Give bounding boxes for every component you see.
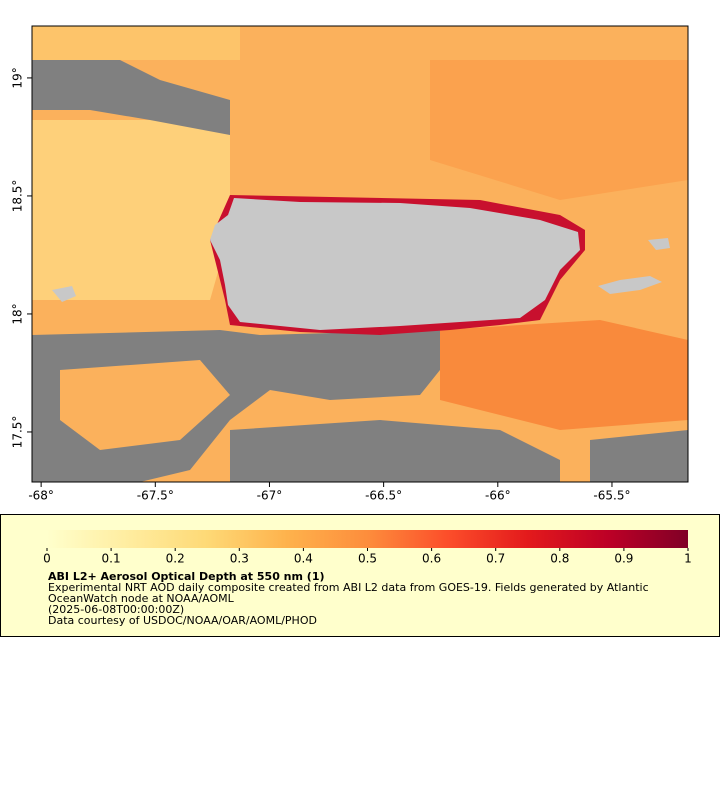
- x-tick-label: -68°: [28, 489, 54, 503]
- y-tick-label: 19°: [11, 67, 25, 88]
- low-aod-area: [32, 120, 230, 300]
- colorbar-tick-label: 0.2: [166, 552, 185, 566]
- y-tick-label: 17.5°: [11, 416, 25, 449]
- colorbar-tick-label: 1: [684, 552, 692, 566]
- land: [598, 276, 662, 294]
- no-data: [590, 430, 688, 482]
- map-image: [32, 26, 688, 482]
- x-tick-label: -65.5°: [593, 489, 630, 503]
- legend-title: ABI L2+ Aerosol Optical Depth at 550 nm …: [48, 570, 325, 583]
- description-line: Experimental NRT AOD daily composite cre…: [48, 581, 649, 594]
- x-tick-label: -67°: [257, 489, 283, 503]
- colorbar-tick-label: 0.6: [422, 552, 441, 566]
- land: [210, 198, 580, 330]
- description-line: Data courtesy of USDOC/NOAA/OAR/AOML/PHO…: [48, 614, 317, 627]
- colorbar-tick-label: 0.9: [614, 552, 633, 566]
- sea-aod: [60, 360, 230, 450]
- colorbar-tick-label: 0.5: [358, 552, 377, 566]
- mid-aod-area: [440, 320, 688, 430]
- axes: -68° -67.5° -67° -66.5° -66° -65.5° 17.5° 18° 18…: [11, 67, 631, 502]
- legend-description: Experimental NRT AOD daily composite cre…: [48, 581, 649, 627]
- colorbar-tick-label: 0.4: [294, 552, 313, 566]
- y-tick-label: 18.5°: [11, 180, 25, 213]
- x-tick-label: -66°: [485, 489, 511, 503]
- no-data: [230, 420, 560, 482]
- description-line: OceanWatch node at NOAA/AOML: [48, 592, 235, 605]
- x-tick-label: -66.5°: [365, 489, 402, 503]
- no-data: [32, 60, 230, 135]
- colorbar-tick-label: 0.3: [230, 552, 249, 566]
- colorbar-tick-label: 0.1: [102, 552, 121, 566]
- colorbar-tick-label: 0.7: [486, 552, 505, 566]
- colorbar-tick-label: 0: [43, 552, 51, 566]
- x-tick-label: -67.5°: [137, 489, 174, 503]
- colorbar-tick-label: 0.8: [550, 552, 569, 566]
- map-frame: [31, 25, 689, 483]
- y-tick-label: 18°: [11, 303, 25, 324]
- land: [52, 286, 76, 302]
- low-aod-area: [32, 26, 240, 60]
- description-line: (2025-06-08T00:00:00Z): [48, 603, 184, 616]
- colorbar: [47, 530, 688, 548]
- land: [648, 238, 670, 250]
- mid-aod-area: [430, 60, 688, 200]
